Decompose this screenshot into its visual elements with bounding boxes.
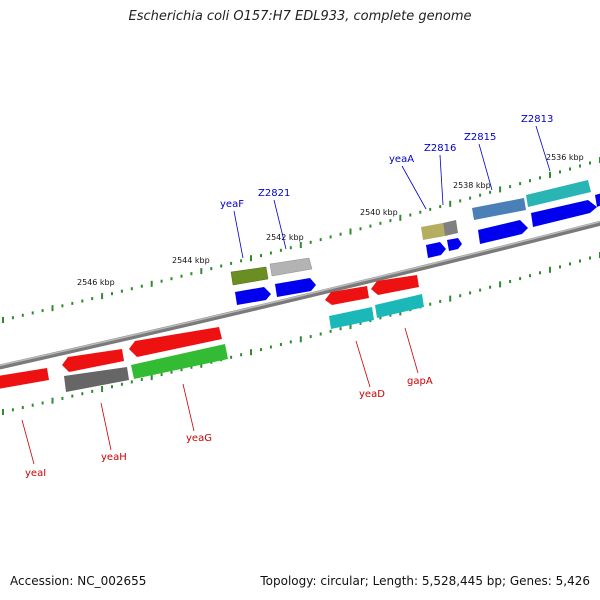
scale-label: 2542 kbp <box>266 233 304 242</box>
scale-label: 2544 kbp <box>172 256 210 265</box>
map-title: Escherichia coli O157:H7 EDL933, complet… <box>128 9 472 24</box>
accession-label: Accession: NC_002655 <box>10 574 147 588</box>
gene-label-yeaA: yeaA <box>389 154 414 165</box>
gene-yeaI[interactable] <box>0 368 49 389</box>
gene-Z2815-companion[interactable] <box>478 220 528 244</box>
gene-Z2816[interactable] <box>443 220 458 236</box>
gene-yeaH[interactable] <box>64 367 129 392</box>
scale-label: 2540 kbp <box>360 208 398 217</box>
scale-label: 2536 kbp <box>546 153 584 162</box>
gene-Z2816-companion[interactable] <box>447 238 462 251</box>
gene-label-Z2815: Z2815 <box>464 132 496 143</box>
gene-Z2813[interactable] <box>526 180 591 207</box>
gene-label-yeaH: yeaH <box>101 452 127 463</box>
genome-backbone <box>0 220 600 370</box>
gene-yeaH-companion[interactable] <box>62 349 124 372</box>
label-leaders <box>21 125 551 465</box>
genome-stats-label: Topology: circular; Length: 5,528,445 bp… <box>260 574 590 588</box>
reverse-strand <box>0 275 424 392</box>
gene-yeaG[interactable] <box>131 344 228 379</box>
gene-label-Z2813: Z2813 <box>521 114 553 125</box>
gene-yeaF-companion[interactable] <box>235 287 271 305</box>
gene-gapA-companion[interactable] <box>371 275 419 295</box>
gene-label-yeaI: yeaI <box>25 468 46 479</box>
scale-ticks-lower <box>2 252 600 415</box>
reverse-gene-labels: yeaI yeaH yeaG yeaD gapA <box>25 376 433 479</box>
forward-strand <box>230 180 600 305</box>
scale-label: 2546 kbp <box>77 278 115 287</box>
gene-label-yeaF: yeaF <box>220 199 244 210</box>
gene-label-yeaG: yeaG <box>186 433 212 444</box>
gene-Z2821-companion[interactable] <box>275 278 316 297</box>
gene-Z2821[interactable] <box>269 257 313 277</box>
gene-yeaG-companion[interactable] <box>129 327 222 357</box>
gene-yeaA-companion[interactable] <box>426 242 446 258</box>
gene-Z2815[interactable] <box>472 198 526 220</box>
gene-label-Z2816: Z2816 <box>424 143 456 154</box>
gene-yeaD-companion[interactable] <box>325 286 369 305</box>
scale-ticks-upper <box>2 157 600 323</box>
scale-labels: 2546 kbp 2544 kbp 2542 kbp 2540 kbp 2538… <box>77 153 584 287</box>
gene-yeaF[interactable] <box>230 266 269 286</box>
gene-label-gapA: gapA <box>407 376 433 387</box>
gene-yeaD[interactable] <box>329 307 374 329</box>
gene-label-Z2821: Z2821 <box>258 188 290 199</box>
gene-Z2813-companion[interactable] <box>531 200 597 227</box>
scale-label: 2538 kbp <box>453 181 491 190</box>
gene-label-yeaD: yeaD <box>359 389 385 400</box>
gene-yeaA[interactable] <box>421 223 445 240</box>
gene-gapA[interactable] <box>375 294 424 318</box>
forward-gene-labels: yeaF Z2821 yeaA Z2816 Z2815 Z2813 <box>220 114 553 210</box>
